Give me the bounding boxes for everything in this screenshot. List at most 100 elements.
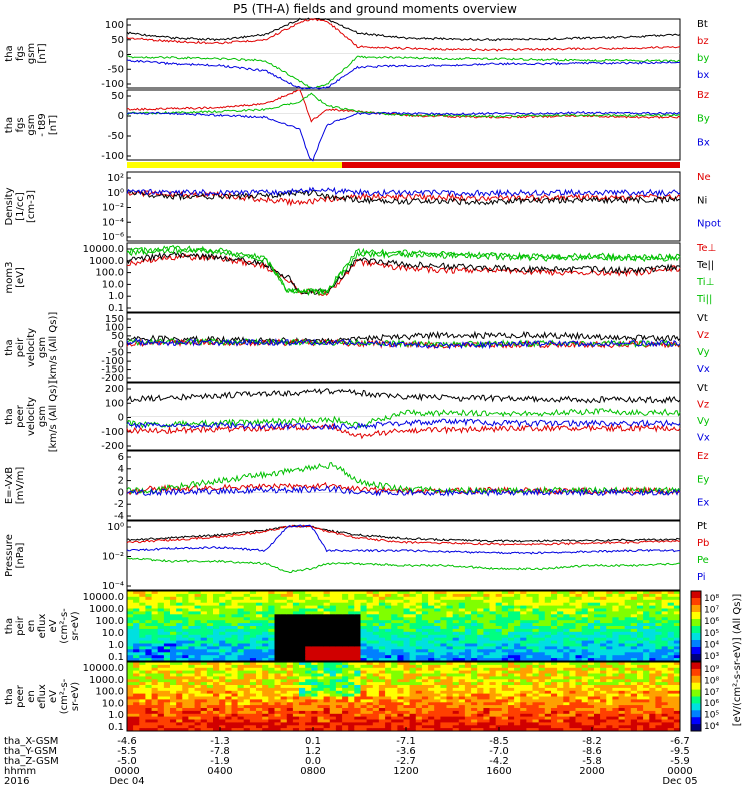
spec-cell	[280, 705, 288, 709]
spec-cell	[213, 626, 220, 630]
spec-cell	[176, 690, 183, 695]
y-tick-label: 10.0	[102, 628, 124, 639]
spec-cell	[176, 725, 183, 729]
spec-cell	[157, 673, 165, 677]
spec-cell	[532, 719, 540, 723]
spec-cell	[354, 620, 361, 624]
spec-cell	[323, 705, 331, 709]
spec-cell	[532, 631, 540, 636]
spec-cell	[219, 605, 226, 609]
spec-cell	[163, 710, 171, 715]
spec-cell	[139, 664, 146, 669]
spec-cell	[440, 662, 447, 666]
y-axis-label: tha	[4, 339, 15, 355]
spec-cell	[643, 673, 650, 677]
spec-cell	[385, 649, 392, 653]
spec-cell	[501, 591, 509, 595]
spec-cell	[200, 696, 208, 700]
spec-cell	[594, 608, 601, 612]
spec-cell	[268, 596, 275, 601]
spec-cell	[440, 696, 447, 700]
spec-cell	[237, 649, 245, 653]
spec-cell	[360, 631, 368, 636]
spec-cell	[587, 593, 595, 598]
spec-cell	[256, 725, 263, 729]
spec-cell	[299, 722, 306, 726]
spec-cell	[483, 596, 490, 601]
spec-cell	[219, 713, 226, 718]
spec-cell	[489, 620, 497, 624]
spec-cell	[194, 655, 202, 659]
spec-cell	[311, 685, 318, 689]
spec-cell	[606, 655, 613, 659]
spec-cell	[391, 626, 398, 630]
spec-cell	[587, 599, 595, 604]
spec-cell	[157, 608, 165, 612]
spec-cell	[127, 591, 134, 595]
spec-cell	[532, 725, 540, 729]
spec-cell	[643, 631, 650, 636]
spec-cell	[194, 667, 202, 672]
spec-cell	[514, 640, 521, 644]
spec-cell	[157, 652, 165, 656]
spec-cell	[206, 646, 214, 650]
spec-cell	[286, 637, 294, 642]
y-tick-label: -100	[101, 427, 124, 438]
spec-cell	[434, 652, 441, 656]
spec-cell	[360, 617, 368, 621]
spec-cell	[581, 699, 589, 703]
spec-cell	[385, 699, 392, 703]
y-tick-label: 0.1	[108, 303, 124, 314]
spec-cell	[452, 652, 460, 656]
spec-cell	[643, 658, 650, 662]
spec-cell	[440, 722, 447, 726]
spec-cell	[483, 713, 490, 718]
spec-cell	[464, 593, 472, 598]
spec-cell	[225, 708, 232, 712]
spec-cell	[194, 710, 202, 715]
spec-cell	[600, 685, 607, 689]
spec-cell	[378, 591, 386, 595]
spec-cell	[280, 646, 288, 650]
spec-cell	[231, 722, 239, 726]
spec-cell	[176, 664, 183, 669]
spec-cell	[495, 676, 503, 680]
spec-cell	[188, 593, 195, 598]
spec-cell	[145, 713, 152, 718]
spec-cell	[489, 640, 497, 644]
spec-cell	[415, 705, 423, 709]
spec-cell	[225, 611, 232, 615]
spec-cell	[452, 602, 460, 607]
spec-cell	[299, 670, 306, 674]
spec-cell	[133, 673, 140, 677]
spec-cell	[262, 705, 269, 709]
spec-cell	[163, 685, 171, 689]
spec-cell	[655, 602, 662, 607]
footer-value: Dec 04	[109, 776, 144, 787]
spec-cell	[428, 605, 435, 609]
spec-cell	[421, 670, 429, 674]
spec-cell	[268, 626, 275, 630]
spec-cell	[366, 643, 374, 647]
spec-cell	[557, 710, 564, 715]
y-tick-label: -200	[101, 441, 124, 452]
spec-cell	[329, 716, 337, 720]
spec-cell	[329, 643, 337, 647]
spec-cell	[378, 716, 386, 720]
spec-cell	[415, 605, 423, 609]
spec-cell	[630, 626, 638, 630]
spec-cell	[471, 690, 478, 695]
spec-cell	[661, 643, 669, 647]
spec-cell	[624, 664, 632, 669]
spec-cell	[600, 667, 607, 672]
spec-cell	[133, 664, 140, 669]
spec-cell	[348, 685, 355, 689]
spec-cell	[385, 614, 392, 618]
spec-cell	[213, 649, 220, 653]
spec-cell	[268, 693, 275, 697]
legend-ez: Ez	[697, 451, 709, 462]
spec-cell	[323, 599, 331, 604]
spec-cell	[434, 620, 441, 624]
spec-cell	[200, 728, 208, 732]
spec-cell	[268, 649, 275, 653]
